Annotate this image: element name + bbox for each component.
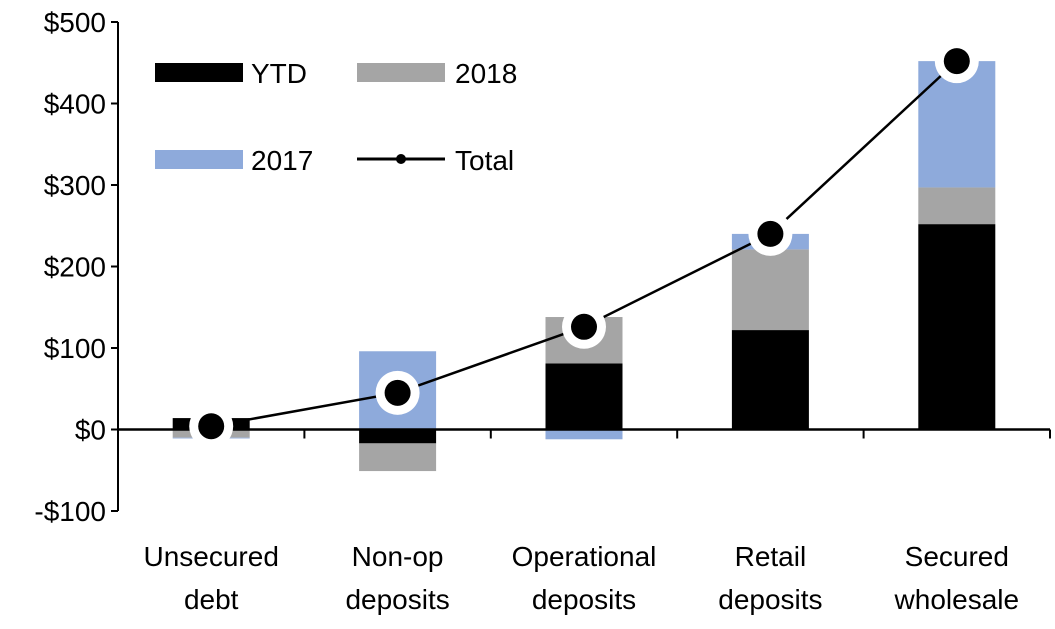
legend-label-2017: 2017 — [251, 145, 313, 176]
x-tick-label: Non-op — [352, 541, 444, 572]
bar-ytd-1 — [359, 429, 437, 444]
bar-ytd-2 — [545, 363, 623, 430]
y-tick-label: -$100 — [34, 496, 106, 527]
legend-swatch-ytd — [155, 63, 243, 82]
y-tick-label: $100 — [44, 333, 106, 364]
bars — [172, 61, 996, 472]
bar-2018-1 — [359, 443, 437, 472]
y-tick-labels: $500 $400 $300 $200 $100 $0 -$100 — [34, 7, 106, 527]
y-tick-label: $300 — [44, 170, 106, 201]
bar-2018-3 — [731, 249, 809, 331]
x-tick-label: deposits — [345, 584, 449, 615]
y-tick-label: $400 — [44, 89, 106, 120]
legend-label-2018: 2018 — [455, 58, 517, 89]
total-marker — [757, 220, 784, 247]
bar-ytd-4 — [918, 224, 996, 430]
total-marker — [384, 379, 411, 406]
axes — [111, 21, 1051, 512]
total-marker — [198, 413, 225, 440]
x-tick-label: Operational — [512, 541, 657, 572]
legend-label-total: Total — [455, 145, 514, 176]
x-tick-label: Retail — [735, 541, 807, 572]
x-tick-label: Unsecured — [143, 541, 278, 572]
total-marker — [571, 313, 597, 340]
x-tick-label: wholesale — [894, 584, 1020, 615]
x-tick-label: deposits — [718, 584, 822, 615]
legend-swatch-total-dot — [396, 154, 406, 164]
y-tick-label: $0 — [75, 415, 106, 446]
y-tick-label: $200 — [44, 252, 106, 283]
legend-label-ytd: YTD — [251, 58, 307, 89]
legend-swatch-2018 — [357, 63, 445, 82]
total-line — [189, 39, 979, 449]
x-tick-label: Secured — [905, 541, 1009, 572]
bar-ytd-3 — [731, 330, 809, 430]
bar-2017-2 — [545, 429, 623, 440]
legend: YTD 2018 2017 Total — [155, 58, 517, 176]
legend-swatch-2017 — [155, 150, 243, 169]
x-tick-label: debt — [184, 584, 239, 615]
x-tick-label: deposits — [532, 584, 636, 615]
y-tick-label: $500 — [44, 7, 106, 38]
total-marker — [943, 48, 970, 75]
bar-2018-4 — [918, 187, 996, 225]
x-tick-labels: Unsecured debt Non-op deposits Operational de… — [143, 541, 1019, 615]
